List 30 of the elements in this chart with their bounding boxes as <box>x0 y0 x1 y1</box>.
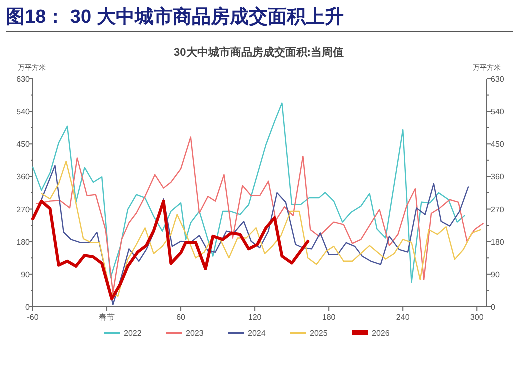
x-tick-label: 300 <box>470 313 484 322</box>
chart-title: 图18： 30 大中城市商品房成交面积上升 <box>6 6 344 28</box>
y2-tick-label: 0 <box>491 303 496 312</box>
x-tick-label: 春节 <box>99 313 116 322</box>
y-tick-label: 360 <box>16 172 31 182</box>
x-tick-label: 120 <box>248 313 262 322</box>
y-tick-label: 540 <box>16 108 31 117</box>
y-tick-label: 450 <box>16 140 31 150</box>
legend-label: 2024 <box>248 329 266 338</box>
y2-tick-label: 360 <box>491 172 505 182</box>
legend-label: 2026 <box>372 329 390 338</box>
y-tick-label: 630 <box>16 75 31 84</box>
x-tick-label: 180 <box>322 313 336 322</box>
y2-tick-label: 630 <box>491 75 505 84</box>
x-tick-label: 60 <box>176 313 186 322</box>
y-tick-label: 180 <box>16 238 31 247</box>
legend-label: 2022 <box>124 329 142 338</box>
legend-label: 2025 <box>310 329 328 338</box>
y2-tick-label: 90 <box>491 270 500 280</box>
y-tick-label: 270 <box>16 205 31 214</box>
legend-label: 2023 <box>186 329 204 338</box>
y2-tick-label: 180 <box>491 238 505 247</box>
y-tick-label: 90 <box>21 270 31 280</box>
x-tick-label: 240 <box>396 313 410 322</box>
y2-tick-label: 270 <box>491 205 505 214</box>
y2-tick-label: 450 <box>491 140 505 150</box>
y-tick-label: 0 <box>26 303 31 312</box>
chart-subtitle: 30大中城市商品房成交面积:当周值 <box>174 46 344 59</box>
y2-tick-label: 540 <box>491 108 505 117</box>
x-tick-label: -60 <box>27 313 40 322</box>
